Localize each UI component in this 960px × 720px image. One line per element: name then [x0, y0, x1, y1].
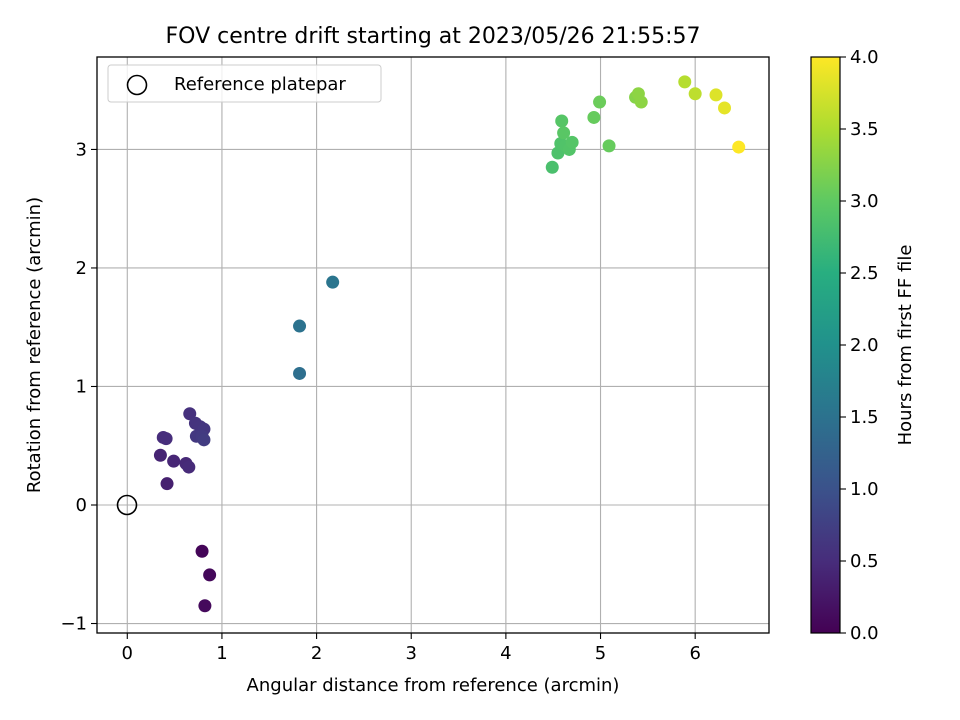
data-point	[602, 139, 616, 153]
reference-platepar-marker	[116, 494, 138, 516]
x-tick-label: 4	[500, 643, 511, 664]
colorbar: 0.0 0.5 1.0 1.5 2.0 2.5 3.0 3.5 4.0 Hours from f…	[810, 47, 916, 644]
chart-title: FOV centre drift starting at 2023/05/26 …	[166, 24, 701, 49]
data-point	[709, 88, 723, 102]
grid-lines	[97, 57, 769, 633]
data-point	[678, 75, 692, 89]
data-point	[557, 126, 571, 140]
data-point	[293, 366, 307, 380]
y-axis-ticks: −1 0 1 2 3	[60, 139, 97, 635]
data-point	[195, 544, 209, 558]
data-point	[182, 460, 196, 474]
x-axis-ticks: 0 1 2 3 4 5 6	[122, 633, 701, 664]
data-point	[203, 568, 217, 582]
data-point	[555, 114, 569, 128]
data-point	[565, 135, 579, 149]
colorbar-tick-label: 0.5	[850, 551, 879, 572]
data-point	[634, 95, 648, 109]
data-point	[167, 454, 181, 468]
legend-label: Reference platepar	[174, 74, 346, 95]
data-points	[153, 75, 746, 613]
legend-box	[107, 64, 382, 103]
colorbar-tick-label: 1.5	[850, 407, 879, 428]
data-point	[593, 95, 607, 109]
data-point	[159, 432, 173, 446]
data-point	[197, 433, 211, 447]
data-point	[153, 448, 167, 462]
colorbar-tick-label: 3.0	[850, 191, 879, 212]
data-point	[326, 275, 340, 289]
x-tick-label: 1	[216, 643, 227, 664]
colorbar-tick-label: 2.0	[850, 335, 879, 356]
data-point	[160, 477, 174, 491]
y-tick-label: 2	[76, 258, 87, 279]
x-tick-label: 3	[406, 643, 417, 664]
colorbar-ticks: 0.0 0.5 1.0 1.5 2.0 2.5 3.0 3.5 4.0	[840, 47, 879, 644]
colorbar-tick-label: 0.0	[850, 623, 879, 644]
x-tick-label: 5	[595, 643, 606, 664]
legend-open-circle-icon	[126, 74, 148, 96]
colorbar-gradient	[810, 56, 841, 634]
data-point	[545, 160, 559, 174]
data-point	[293, 319, 307, 333]
legend: Reference platepar	[107, 64, 382, 103]
colorbar-label: Hours from first FF file	[895, 245, 916, 446]
data-point	[732, 140, 746, 154]
colorbar-tick-label: 3.5	[850, 119, 879, 140]
data-point	[587, 110, 601, 124]
colorbar-tick-label: 1.0	[850, 479, 879, 500]
y-tick-label: −1	[60, 614, 87, 635]
x-tick-label: 6	[689, 643, 700, 664]
data-point	[718, 101, 732, 115]
y-tick-label: 1	[76, 376, 87, 397]
data-point	[183, 407, 197, 421]
y-tick-label: 3	[76, 139, 87, 160]
y-axis-label: Rotation from reference (arcmin)	[24, 197, 45, 493]
data-point	[198, 599, 212, 613]
x-tick-label: 2	[311, 643, 322, 664]
plot-frame	[96, 56, 770, 634]
colorbar-tick-label: 2.5	[850, 263, 879, 284]
colorbar-tick-label: 4.0	[850, 47, 879, 68]
x-tick-label: 0	[122, 643, 133, 664]
data-point	[688, 87, 702, 101]
y-tick-label: 0	[76, 495, 87, 516]
x-axis-label: Angular distance from reference (arcmin)	[247, 675, 620, 696]
